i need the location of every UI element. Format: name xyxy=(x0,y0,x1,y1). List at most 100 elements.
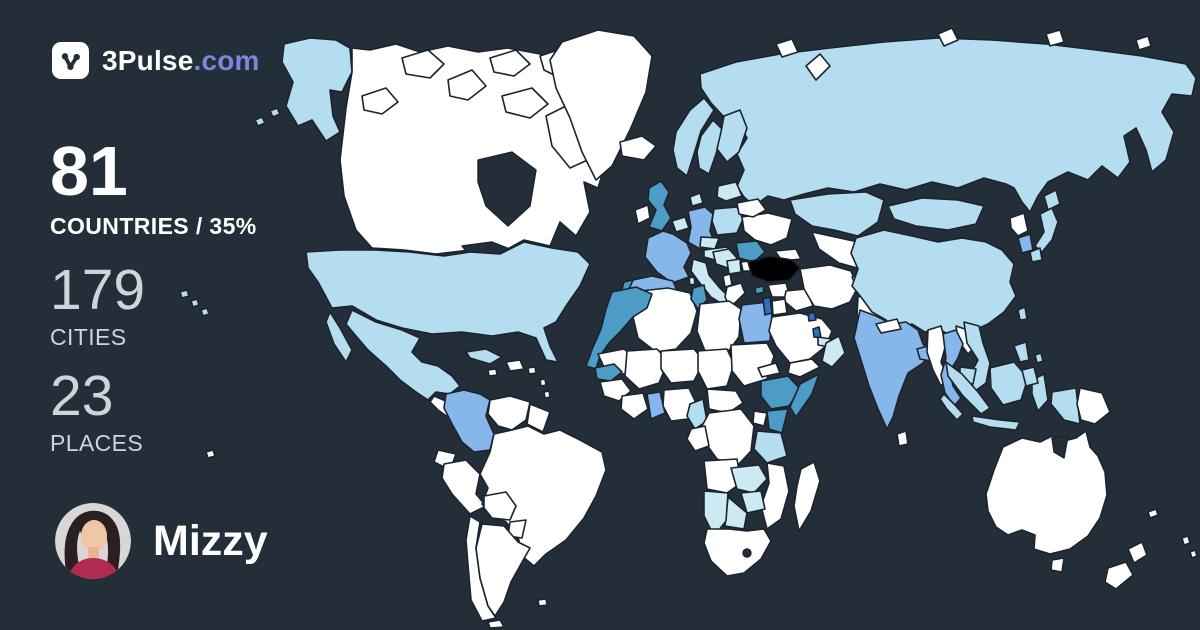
fiji-islands xyxy=(1181,535,1191,546)
wrangel-island xyxy=(1135,35,1152,51)
country-sri-lanka xyxy=(896,430,909,447)
country-venezuela xyxy=(487,395,531,431)
country-kazakhstan xyxy=(789,191,885,237)
country-taiwan xyxy=(1017,306,1028,321)
cities-label: CITIES xyxy=(50,324,127,350)
country-uganda xyxy=(752,410,768,427)
aleutian-islands xyxy=(254,116,266,127)
aleutian-islands xyxy=(269,107,281,118)
share-nodes-icon xyxy=(52,42,89,79)
brand-tld: .com xyxy=(193,44,260,76)
country-peru xyxy=(441,459,487,515)
country-morocco xyxy=(585,286,653,370)
country-albania xyxy=(722,273,733,288)
new-caledonia xyxy=(1147,508,1159,519)
country-new-zealand-north xyxy=(1127,541,1148,564)
gulf-of-carpentaria xyxy=(1051,435,1069,459)
country-ireland xyxy=(634,204,651,225)
country-cuba xyxy=(465,348,503,365)
country-drc xyxy=(701,408,755,467)
country-mongolia xyxy=(887,197,985,231)
country-mali xyxy=(624,348,669,390)
user-name: Mizzy xyxy=(153,516,268,565)
country-philippines xyxy=(1021,366,1039,387)
country-malaysia xyxy=(939,393,964,421)
arctic-island xyxy=(501,87,549,119)
country-jamaica xyxy=(487,368,498,377)
country-somalia xyxy=(789,373,820,418)
country-gabon xyxy=(686,425,710,452)
country-benelux xyxy=(671,216,690,233)
country-oman xyxy=(821,335,846,368)
country-vietnam xyxy=(963,321,991,392)
country-ghana xyxy=(646,391,666,420)
country-india xyxy=(853,309,933,430)
arctic-island xyxy=(401,49,445,79)
country-ivory-coast xyxy=(620,392,649,420)
country-bolivia xyxy=(483,491,517,521)
novaya-zemlya xyxy=(805,53,831,81)
polynesia-islands xyxy=(205,449,216,459)
country-guyana xyxy=(526,403,551,433)
fiji-islands xyxy=(1189,549,1198,559)
lesser-antilles xyxy=(543,390,551,399)
country-greenland xyxy=(549,29,653,181)
country-ukraine xyxy=(741,212,793,246)
hawaii-islands xyxy=(179,289,190,299)
stat-places: 23 PLACES xyxy=(50,368,143,457)
country-sweden xyxy=(696,119,724,175)
country-jordan xyxy=(771,298,788,316)
country-iran xyxy=(799,264,859,310)
country-chad xyxy=(697,348,735,390)
countries-count: 81 xyxy=(50,132,128,210)
arctic-island xyxy=(447,69,487,101)
severnaya-zemlya xyxy=(937,27,959,47)
country-turkey xyxy=(747,255,801,283)
country-indonesia-borneo xyxy=(989,361,1029,406)
country-united-kingdom xyxy=(647,180,672,232)
hawaii-islands xyxy=(200,307,210,317)
country-nepal xyxy=(875,318,902,334)
country-indonesia-java xyxy=(971,415,1021,431)
places-label: PLACES xyxy=(50,430,144,456)
country-papua-new-guinea xyxy=(1076,387,1111,425)
stat-countries: 81 COUNTRIES / 35% xyxy=(50,136,257,240)
country-madagascar xyxy=(793,461,821,532)
country-alaska xyxy=(281,37,353,142)
corsica xyxy=(688,276,696,286)
country-senegal xyxy=(594,363,623,382)
svalbard xyxy=(775,38,799,58)
country-south-africa xyxy=(703,528,772,577)
user-profile: Mizzy xyxy=(55,503,268,579)
country-cyprus xyxy=(754,285,765,295)
stat-cities: 179 CITIES xyxy=(50,262,145,351)
country-kenya xyxy=(766,408,789,434)
tierra-del-fuego xyxy=(487,619,505,629)
country-zambia xyxy=(730,464,768,494)
country-france xyxy=(644,230,692,284)
country-serbia xyxy=(726,258,742,275)
country-czechia xyxy=(699,236,720,250)
brand-name: 3Pulse xyxy=(102,44,194,76)
brand-logo[interactable]: 3Pulse.com xyxy=(52,42,260,79)
cities-count: 179 xyxy=(50,258,146,322)
lesotho xyxy=(742,548,752,558)
new-siberian-islands xyxy=(1045,29,1065,47)
country-romania xyxy=(735,240,766,263)
country-mozambique xyxy=(760,462,790,530)
country-philippines xyxy=(1034,352,1044,364)
arctic-island xyxy=(489,49,531,77)
country-indonesia-sumatra xyxy=(945,361,991,415)
country-cameroon xyxy=(686,398,708,430)
country-south-korea xyxy=(1017,233,1034,254)
country-hispaniola xyxy=(505,359,525,372)
brand-wordmark: 3Pulse.com xyxy=(102,45,260,77)
hudson-bay xyxy=(477,151,537,227)
country-finland xyxy=(716,109,748,163)
country-israel xyxy=(762,296,773,316)
country-ethiopia xyxy=(760,375,801,410)
country-eritrea xyxy=(757,362,781,378)
country-japan-kyushu xyxy=(1029,247,1043,263)
country-iceland xyxy=(619,135,657,161)
